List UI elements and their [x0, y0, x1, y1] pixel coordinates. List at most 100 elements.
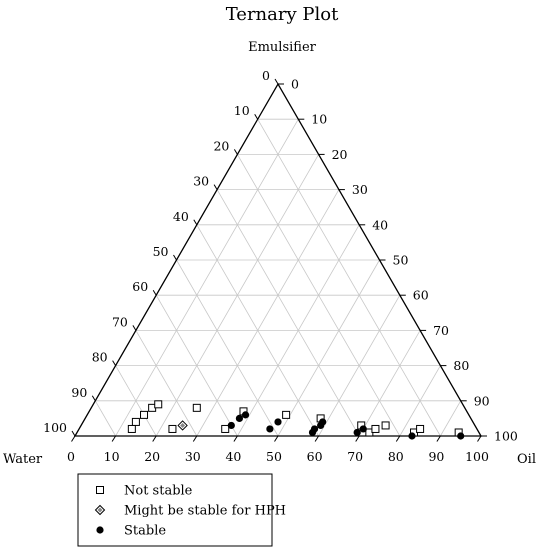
tick-label-bottom-60: 60: [307, 449, 323, 464]
grid-line-water-50: [176, 259, 279, 437]
tick-left-80: [112, 360, 117, 366]
grid-line-water-70: [135, 330, 198, 437]
tick-label-right-80: 20: [332, 147, 348, 162]
legend-marker-1: [96, 486, 104, 494]
grid-line-oil-60: [318, 295, 401, 437]
tick-label-right-10: 90: [474, 393, 490, 408]
tick-bottom-60: [314, 435, 320, 442]
data-point-open-square-2: [140, 410, 149, 419]
grid-line-oil-30: [196, 189, 340, 437]
data-point-filled-circle-4: [274, 418, 282, 426]
tick-bottom-50: [274, 435, 279, 442]
data-point-filled-circle-9: [353, 428, 361, 437]
tick-label-left-80: 80: [92, 350, 108, 365]
tick-bottom-0: [71, 435, 76, 442]
tick-label-bottom-90: 90: [428, 449, 444, 464]
data-point-filled-circle-12: [457, 432, 465, 440]
data-point-open-square-9: [282, 410, 291, 419]
tick-label-bottom-40: 40: [225, 449, 241, 464]
tick-bottom-40: [233, 435, 238, 442]
tick-label-bottom-50: 50: [266, 449, 282, 464]
data-point-open-square-6: [192, 403, 201, 412]
tick-label-left-30: 30: [193, 174, 209, 189]
data-point-open-square-13: [371, 424, 380, 433]
tick-left-70: [132, 325, 137, 331]
data-point-filled-circle-2: [241, 411, 250, 419]
tick-label-bottom-100: 100: [465, 449, 489, 464]
data-points: [127, 400, 465, 440]
data-point-open-square-5: [168, 424, 177, 433]
tick-bottom-20: [152, 435, 157, 442]
tick-label-right-20: 80: [453, 358, 469, 373]
data-point-filled-circle-3: [266, 425, 274, 433]
tick-left-40: [193, 219, 198, 226]
tick-label-bottom-30: 30: [185, 449, 201, 464]
vertex-label-water: Water: [3, 452, 43, 467]
tick-label-left-50: 50: [153, 244, 169, 259]
vertex-label-oil: Oil: [517, 452, 536, 467]
tick-label-right-0: 100: [494, 429, 518, 444]
tick-label-left-40: 40: [173, 209, 189, 224]
legend-label-3: Stable: [124, 524, 166, 539]
tick-label-right-30: 70: [433, 323, 449, 338]
tick-label-left-90: 90: [71, 385, 87, 400]
grid-line-water-10: [257, 119, 441, 437]
grid-line-water-90: [94, 400, 116, 437]
grid-line-oil-10: [115, 119, 299, 437]
tick-bottom-30: [192, 435, 198, 442]
legend-marker-2: [94, 504, 106, 516]
tick-label-bottom-0: 0: [67, 449, 75, 464]
tick-bottom-100: [477, 435, 482, 442]
data-point-open-square-14: [381, 421, 390, 430]
grid-line-oil-50: [277, 259, 380, 437]
legend-marker-3: [96, 526, 104, 534]
tick-label-right-70: 30: [352, 182, 368, 197]
grid-line-oil-90: [440, 400, 462, 437]
tick-left-90: [91, 395, 96, 402]
grid-line-water-60: [155, 295, 238, 437]
tick-labels: 0100010901020802030703040604050505060406…: [43, 68, 518, 464]
data-point-open-square-0: [127, 424, 136, 433]
data-point-filled-circle-0: [227, 421, 235, 430]
data-point-open-square-4: [154, 400, 163, 409]
tick-label-bottom-80: 80: [388, 449, 404, 464]
tick-label-bottom-20: 20: [144, 449, 160, 464]
grid-line-oil-70: [358, 330, 421, 437]
legend-label-2: Might be stable for HPH: [124, 504, 286, 519]
tick-left-10: [254, 113, 259, 120]
tick-bottom-10: [111, 435, 117, 442]
data-point-filled-circle-1: [235, 414, 244, 422]
tick-label-left-70: 70: [112, 314, 128, 329]
tick-label-right-60: 40: [372, 217, 388, 232]
tick-label-bottom-10: 10: [104, 449, 120, 464]
tick-label-right-100: 0: [291, 77, 299, 92]
tick-label-left-60: 60: [132, 279, 148, 294]
chart-title: Ternary Plot: [226, 4, 339, 25]
data-point-filled-circle-8: [319, 418, 327, 426]
tick-left-30: [213, 184, 218, 190]
vertex-label-emulsifier: Emulsifier: [248, 40, 317, 55]
tick-bottom-70: [355, 435, 360, 442]
tick-label-right-40: 60: [413, 288, 429, 303]
legend-label-1: Not stable: [124, 484, 193, 499]
tick-label-bottom-70: 70: [347, 449, 363, 464]
grid: [94, 118, 462, 437]
tick-label-right-50: 50: [393, 253, 409, 268]
tick-left-20: [233, 149, 238, 155]
grid-line-water-30: [216, 189, 360, 437]
tick-bottom-90: [436, 435, 441, 442]
tick-label-left-20: 20: [213, 138, 229, 153]
legend-box: [77, 473, 273, 547]
tick-label-left-10: 10: [234, 103, 250, 118]
tick-left-0: [274, 78, 279, 85]
tick-left-50: [173, 254, 177, 261]
data-point-filled-circle-10: [359, 425, 367, 433]
tick-bottom-80: [395, 435, 401, 442]
tick-left-100: [71, 430, 76, 437]
data-point-open-square-1: [131, 417, 140, 426]
data-point-filled-circle-6: [310, 425, 319, 433]
tick-left-60: [152, 289, 157, 296]
tick-label-left-100: 100: [43, 420, 67, 435]
grid-line-water-80: [115, 365, 157, 437]
